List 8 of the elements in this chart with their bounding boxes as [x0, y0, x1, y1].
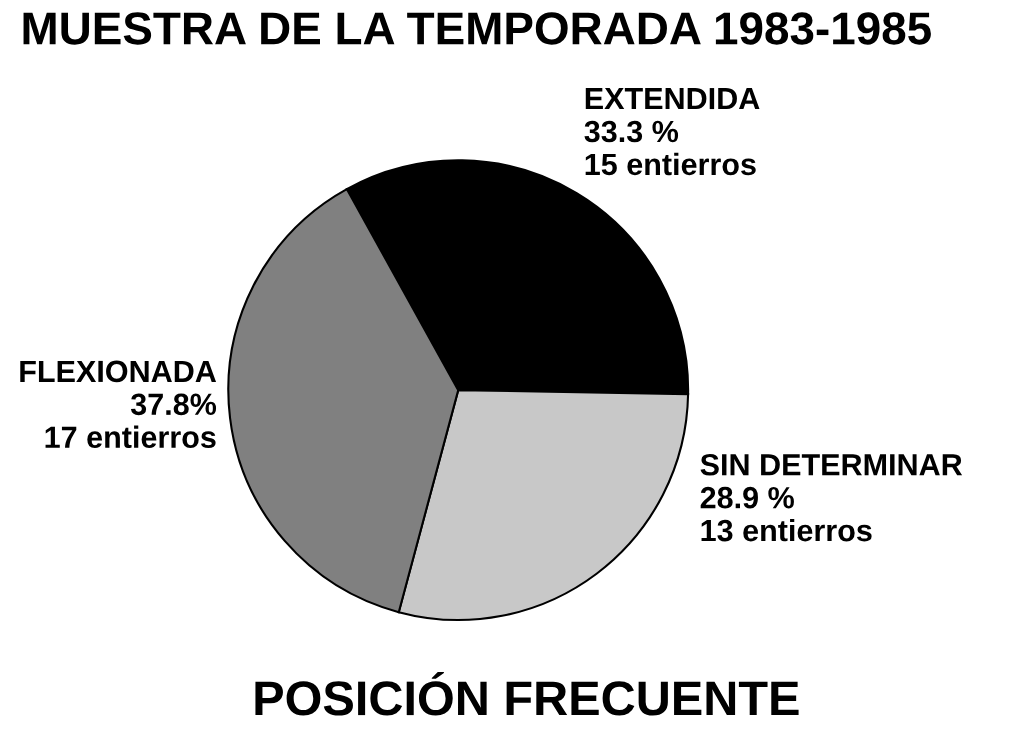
- slice-label: SIN DETERMINAR: [700, 453, 963, 476]
- chart-title: MUESTRA DE LA TEMPORADA 1983-1985: [23, 12, 931, 45]
- text: POSICIÓN FRECUENTE: [255, 672, 799, 716]
- data-label: 37.8% 17 entierros: [45, 393, 217, 449]
- slice-label: FLEXIONADA: [20, 360, 217, 383]
- data-label: 28.9 % 13 entierros: [700, 486, 872, 542]
- slice-label: EXTENDIDA: [585, 88, 760, 110]
- data-label: 33.3 % 15 entierros: [584, 120, 756, 176]
